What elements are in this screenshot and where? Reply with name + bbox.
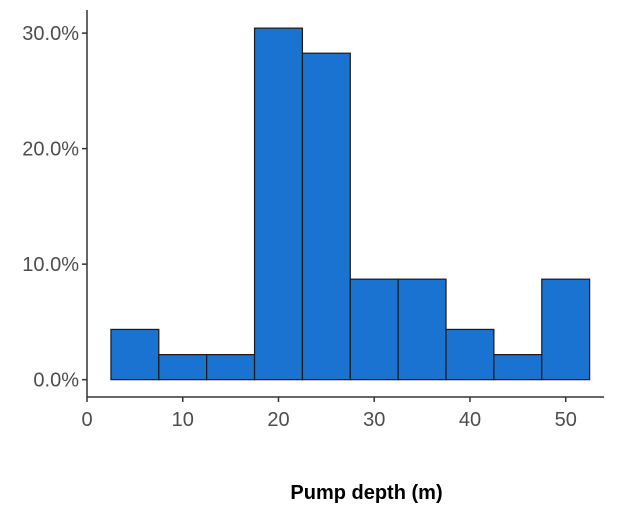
x-tick-label: 10 [172,409,194,431]
x-tick-label: 50 [555,409,577,431]
x-ticks-group: 0 10 20 30 40 50 [81,397,577,431]
x-tick-label: 40 [459,409,481,431]
y-ticks-group: 0.0% 10.0% 20.0% 30.0% [22,23,87,392]
y-tick-label: 10.0% [22,254,79,276]
histogram-bar-9 [493,354,543,381]
y-tick-label: 30.0% [22,23,79,45]
y-tick-label: 0.0% [33,370,79,392]
x-tick-label: 30 [363,409,385,431]
y-tick-label: 20.0% [22,139,79,161]
histogram-bar-1 [110,328,160,381]
histogram-bar-6 [349,278,399,381]
histogram-bar-4 [253,27,304,381]
histogram-bar-8 [445,328,495,381]
histogram-bar-2 [158,354,208,381]
histogram-bar-7 [397,278,447,381]
histogram-bar-10 [541,278,591,381]
bars-group [110,27,591,381]
histogram-bar-5 [301,52,351,381]
x-tick-label: 20 [267,409,289,431]
histogram-bar-3 [206,354,256,381]
x-tick-label: 0 [81,409,92,431]
x-axis-title: Pump depth (m) [290,482,442,504]
